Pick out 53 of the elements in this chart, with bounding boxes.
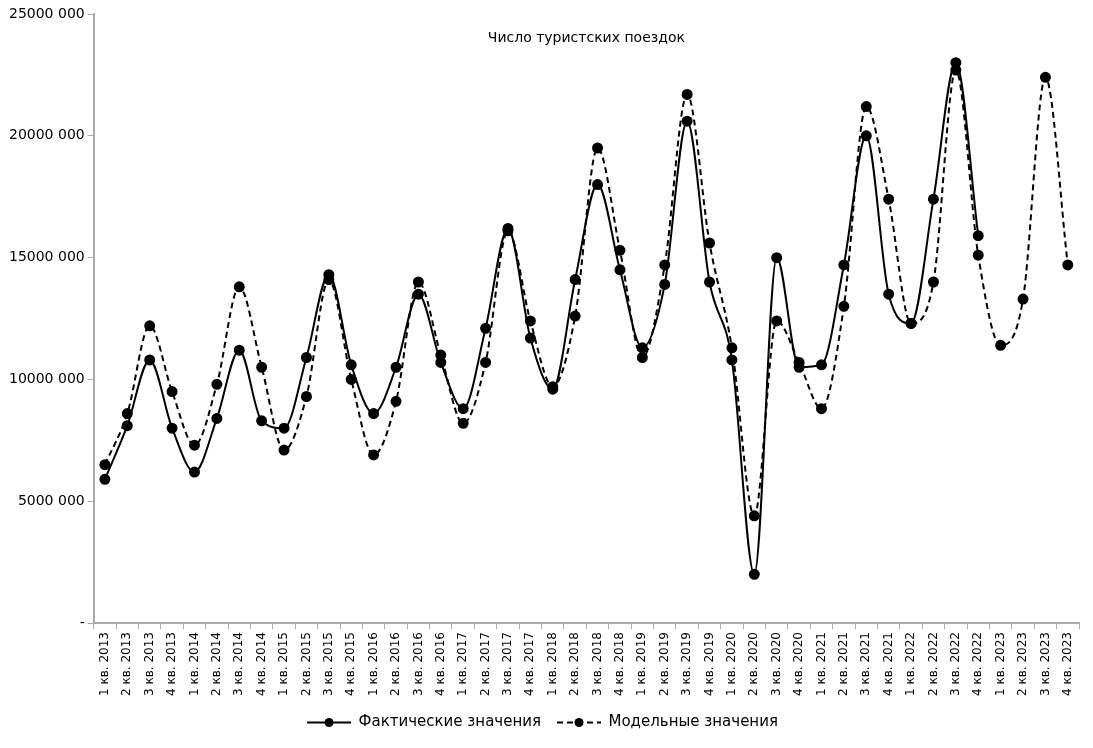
y-tick-label: 25000 000 bbox=[8, 4, 85, 21]
x-tick-label: 1 кв. 2023 bbox=[992, 632, 1007, 696]
x-tick-label: 2 кв. 2015 bbox=[298, 632, 313, 696]
x-tick-label: 2 кв. 2013 bbox=[119, 632, 134, 696]
x-tick-label: 1 кв. 2019 bbox=[634, 632, 649, 696]
x-tick-label: 4 кв. 2020 bbox=[791, 632, 806, 696]
legend-label: Модельные значения bbox=[608, 712, 778, 731]
x-tick-label: 3 кв. 2017 bbox=[500, 632, 515, 696]
x-tick-label: 4 кв. 2023 bbox=[1059, 632, 1074, 696]
text: Число туристских поездок bbox=[487, 28, 685, 45]
x-tick-label: 2 кв. 2016 bbox=[388, 632, 403, 696]
x-tick-label: 3 кв. 2023 bbox=[1037, 632, 1052, 696]
y-tick-label: 15000 000 bbox=[8, 248, 85, 265]
x-tick-label: 4 кв. 2021 bbox=[880, 632, 895, 696]
x-tick-label: 2 кв. 2022 bbox=[925, 632, 940, 696]
x-tick-label: 1 кв. 2016 bbox=[365, 632, 380, 696]
x-tick-label: 1 кв. 2021 bbox=[813, 632, 828, 696]
x-tick-label: 4 кв. 2019 bbox=[701, 632, 716, 696]
x-tick-label: 4 кв. 2016 bbox=[432, 632, 447, 696]
x-tick-label: 3 кв. 2021 bbox=[858, 632, 873, 696]
x-tick-label: 1 кв. 2014 bbox=[186, 632, 201, 696]
x-tick-label: 3 кв. 2016 bbox=[410, 632, 425, 696]
y-tick-label: 5000 000 bbox=[17, 491, 85, 508]
x-tick-label: 4 кв. 2014 bbox=[253, 632, 268, 696]
x-tick-label: 2 кв. 2019 bbox=[656, 632, 671, 696]
x-tick-label: 1 кв. 2015 bbox=[276, 632, 291, 696]
x-tick-label: 2 кв. 2020 bbox=[746, 632, 761, 696]
x-tick-label: 3 кв. 2018 bbox=[589, 632, 604, 696]
x-tick-label: 4 кв. 2015 bbox=[343, 632, 358, 696]
x-tick-label: 1 кв. 2013 bbox=[97, 632, 112, 696]
y-tick-label: 10000 000 bbox=[8, 370, 85, 387]
x-tick-label: 3 кв. 2014 bbox=[231, 632, 246, 696]
x-tick-label: 1 кв. 2017 bbox=[455, 632, 470, 696]
x-tick-label: 4 кв. 2022 bbox=[970, 632, 985, 696]
x-tick-label: 1 кв. 2018 bbox=[544, 632, 559, 696]
x-tick-label: 3 кв. 2020 bbox=[768, 632, 783, 696]
x-tick-label: 1 кв. 2022 bbox=[903, 632, 918, 696]
y-tick-label: - bbox=[79, 613, 85, 630]
x-tick-label: 4 кв. 2017 bbox=[522, 632, 537, 696]
x-tick-label: 3 кв. 2015 bbox=[320, 632, 335, 696]
x-tick-label: 2 кв. 2018 bbox=[567, 632, 582, 696]
x-tick-label: 2 кв. 2021 bbox=[836, 632, 850, 696]
x-tick-label: 2 кв. 2017 bbox=[477, 632, 492, 696]
x-tick-label: 4 кв. 2018 bbox=[612, 632, 627, 696]
x-tick-label: 3 кв. 2013 bbox=[141, 632, 156, 696]
x-tick-label: 2 кв. 2014 bbox=[208, 632, 223, 696]
x-tick-label: 1 кв. 2020 bbox=[724, 632, 739, 696]
legend-label: Фактические значения bbox=[358, 712, 542, 731]
x-tick-label: 3 кв. 2022 bbox=[947, 632, 962, 696]
x-tick-label: 3 кв. 2019 bbox=[679, 632, 694, 696]
x-tick-label: 2 кв. 2023 bbox=[1015, 632, 1030, 696]
y-tick-label: 20000 000 bbox=[8, 126, 85, 143]
x-tick-label: 4 кв. 2013 bbox=[164, 632, 179, 696]
